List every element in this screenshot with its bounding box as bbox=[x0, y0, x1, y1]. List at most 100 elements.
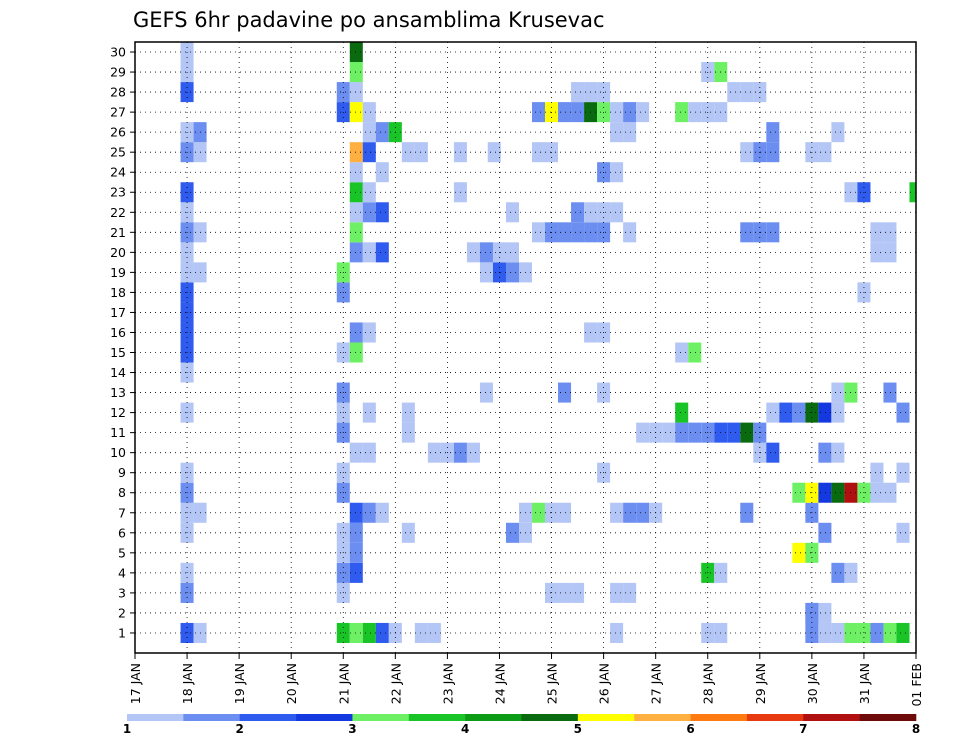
heatmap-cell bbox=[636, 102, 650, 123]
heatmap-cell bbox=[505, 202, 519, 223]
heatmap-cell bbox=[740, 222, 754, 243]
heatmap-cell bbox=[688, 342, 702, 363]
legend-swatch bbox=[690, 714, 748, 721]
heatmap-cell bbox=[831, 622, 845, 643]
heatmap-cell bbox=[349, 322, 363, 343]
heatmap-cell bbox=[362, 202, 376, 223]
heatmap-cell bbox=[571, 202, 585, 223]
heatmap-cell bbox=[610, 202, 624, 223]
y-tick-label: 30 bbox=[110, 45, 126, 60]
heatmap-cell bbox=[401, 402, 415, 423]
y-tick-label: 17 bbox=[110, 305, 126, 320]
heatmap-cell bbox=[349, 202, 363, 223]
y-tick-label: 25 bbox=[110, 145, 126, 160]
legend-swatch bbox=[577, 714, 635, 721]
y-tick-label: 22 bbox=[110, 205, 126, 220]
heatmap-cell bbox=[466, 242, 480, 263]
y-tick-label: 8 bbox=[118, 485, 126, 500]
heatmap-cell bbox=[688, 422, 702, 443]
y-tick-label: 15 bbox=[110, 345, 126, 360]
y-tick-label: 10 bbox=[110, 445, 126, 460]
y-tick-label: 7 bbox=[118, 505, 126, 520]
heatmap-cell bbox=[766, 222, 780, 243]
y-tick-label: 2 bbox=[118, 605, 126, 620]
legend-swatch bbox=[352, 714, 410, 721]
heatmap-cell bbox=[558, 222, 572, 243]
heatmap-cell bbox=[818, 622, 832, 643]
heatmap-cell bbox=[349, 622, 363, 643]
heatmap-cell bbox=[662, 422, 676, 443]
heatmap-cell bbox=[831, 562, 845, 583]
heatmap-cell bbox=[349, 182, 363, 203]
heatmap-cell bbox=[766, 122, 780, 143]
legend-swatch bbox=[859, 714, 917, 721]
heatmap-cell bbox=[675, 422, 689, 443]
heatmap-cell bbox=[766, 442, 780, 463]
heatmap-cell bbox=[466, 442, 480, 463]
heatmap-cell bbox=[896, 622, 910, 643]
heatmap-cell bbox=[792, 402, 806, 423]
legend-label: 1 bbox=[123, 722, 131, 736]
heatmap-cell bbox=[610, 122, 624, 143]
heatmap-cell bbox=[610, 162, 624, 183]
heatmap-cell bbox=[532, 502, 546, 523]
heatmap-cell bbox=[349, 142, 363, 163]
heatmap-cell bbox=[792, 542, 806, 563]
heatmap-cell bbox=[610, 102, 624, 123]
heatmap-cell bbox=[675, 402, 689, 423]
y-tick-label: 26 bbox=[110, 125, 126, 140]
heatmap-cell bbox=[818, 442, 832, 463]
heatmap-cell bbox=[675, 342, 689, 363]
heatmap-cell bbox=[558, 102, 572, 123]
heatmap-cell bbox=[571, 102, 585, 123]
heatmap-cell bbox=[571, 582, 585, 603]
heatmap-cell bbox=[831, 122, 845, 143]
heatmap-cell bbox=[766, 402, 780, 423]
heatmap-cell bbox=[740, 502, 754, 523]
heatmap-cell bbox=[362, 182, 376, 203]
heatmap-cell bbox=[883, 222, 897, 243]
heatmap-cell bbox=[610, 622, 624, 643]
heatmap-cell bbox=[505, 522, 519, 543]
heatmap-cell bbox=[740, 422, 754, 443]
heatmap-cell bbox=[571, 82, 585, 103]
y-tick-label: 16 bbox=[110, 325, 126, 340]
heatmap-cell bbox=[349, 522, 363, 543]
y-tick-label: 5 bbox=[118, 545, 126, 560]
x-tick-label: 26 JAN bbox=[597, 663, 612, 704]
heatmap-cell bbox=[727, 82, 741, 103]
heatmap-cell bbox=[831, 442, 845, 463]
heatmap-cell bbox=[623, 222, 637, 243]
plot-frame bbox=[134, 41, 917, 654]
heatmap-cell bbox=[427, 622, 441, 643]
y-tick-label: 6 bbox=[118, 525, 126, 540]
y-tick-label: 12 bbox=[110, 405, 126, 420]
heatmap-cell bbox=[532, 102, 546, 123]
heatmap-cell bbox=[349, 222, 363, 243]
heatmap-cell bbox=[362, 142, 376, 163]
legend-label: 8 bbox=[912, 722, 920, 736]
heatmap-cell bbox=[818, 522, 832, 543]
heatmap-cell bbox=[362, 242, 376, 263]
y-tick-label: 13 bbox=[110, 385, 126, 400]
heatmap-cell bbox=[883, 482, 897, 503]
heatmap-cell bbox=[532, 142, 546, 163]
chart-title: GEFS 6hr padavine po ansamblima Krusevac bbox=[133, 8, 605, 32]
heatmap-cell bbox=[349, 242, 363, 263]
heatmap-cell bbox=[505, 262, 519, 283]
heatmap-cell bbox=[870, 482, 884, 503]
legend-label: 7 bbox=[799, 722, 807, 736]
heatmap-cell bbox=[375, 202, 389, 223]
heatmap-cell bbox=[883, 382, 897, 403]
heatmap-cell bbox=[349, 42, 363, 63]
heatmap-cell bbox=[375, 622, 389, 643]
heatmap-cell bbox=[610, 502, 624, 523]
y-tick-label: 29 bbox=[110, 65, 126, 80]
color-legend: 1234567810121520 bbox=[123, 714, 920, 736]
heatmap-cell bbox=[623, 502, 637, 523]
y-tick-label: 24 bbox=[110, 165, 126, 180]
heatmap-cell bbox=[870, 622, 884, 643]
heatmap-cell bbox=[427, 442, 441, 463]
heatmap-cell bbox=[870, 222, 884, 243]
grid-lines bbox=[135, 42, 916, 653]
